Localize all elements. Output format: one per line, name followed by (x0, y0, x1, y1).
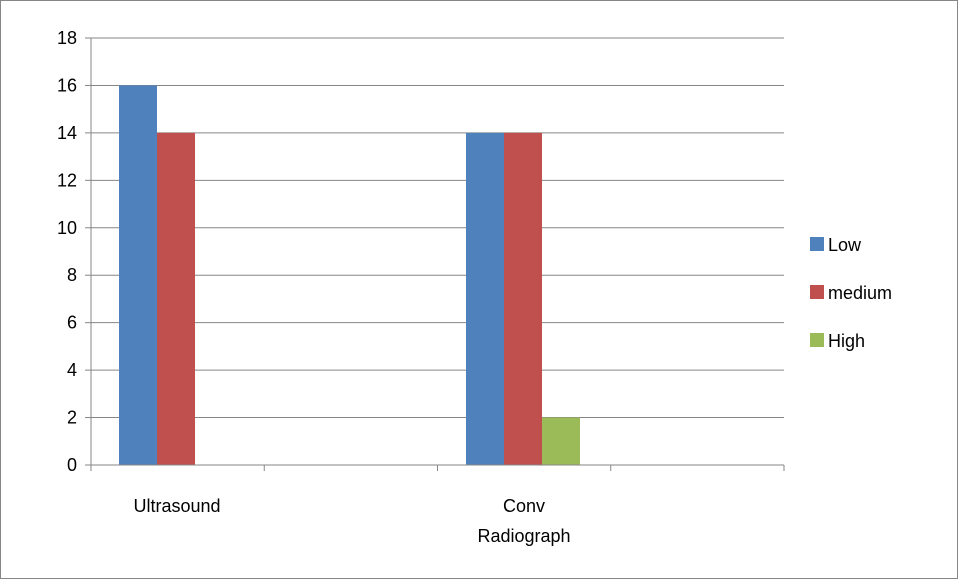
bars (119, 85, 580, 465)
legend-item-low: Low (810, 235, 862, 255)
y-tick-label: 16 (57, 75, 77, 95)
bar-medium-conv-radiograph (504, 132, 542, 465)
legend: Low medium High (810, 235, 892, 351)
y-tick-label: 8 (67, 265, 77, 285)
x-category-label: Conv (503, 496, 545, 516)
bar-low-ultrasound (119, 85, 157, 465)
y-tick-label: 12 (57, 170, 77, 190)
legend-label: medium (828, 283, 892, 303)
legend-item-medium: medium (810, 283, 892, 303)
legend-swatch (810, 237, 824, 251)
x-category-label: Ultrasound (133, 496, 220, 516)
axes (85, 37, 785, 471)
y-tick-label: 2 (67, 408, 77, 428)
legend-swatch (810, 333, 824, 347)
legend-item-high: High (810, 331, 865, 351)
y-tick-label: 18 (57, 28, 77, 48)
y-tick-label: 0 (67, 455, 77, 475)
y-tick-label: 10 (57, 218, 77, 238)
legend-swatch (810, 285, 824, 299)
legend-label: Low (828, 235, 862, 255)
bar-high-conv-radiograph (542, 417, 580, 465)
y-tick-label: 4 (67, 360, 77, 380)
y-axis-tick-labels: 0 2 4 6 8 10 12 14 16 18 (57, 28, 77, 475)
gridlines (91, 37, 784, 419)
legend-label: High (828, 331, 865, 351)
x-axis-category-labels: Ultrasound Conv Radiograph (133, 496, 570, 546)
y-tick-label: 6 (67, 313, 77, 333)
bar-low-conv-radiograph (466, 132, 504, 465)
bar-medium-ultrasound (157, 132, 195, 465)
y-tick-label: 14 (57, 123, 77, 143)
x-category-label: Radiograph (477, 526, 570, 546)
